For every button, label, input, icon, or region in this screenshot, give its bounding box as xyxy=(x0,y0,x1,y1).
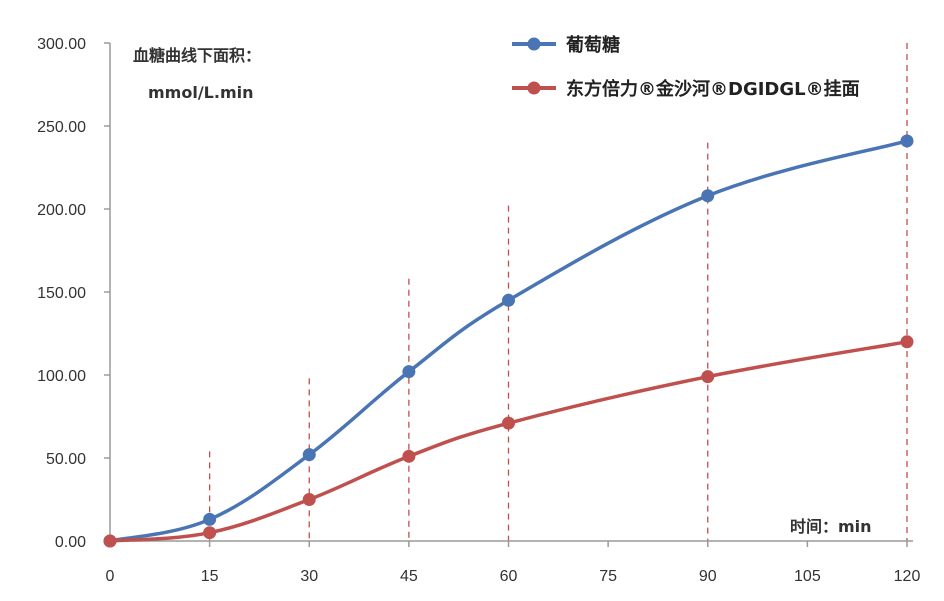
data-point-s1-x120 xyxy=(900,335,914,349)
x-tick-label: 60 xyxy=(500,568,518,585)
reference-lines xyxy=(208,43,908,541)
y-tick-label: 200.00 xyxy=(37,202,86,219)
legend-label-glucose: 葡萄糖 xyxy=(565,34,620,56)
x-tick-label: 30 xyxy=(300,568,318,585)
data-point-s0-x120 xyxy=(900,134,914,148)
y-tick-label: 150.00 xyxy=(37,285,86,302)
x-tick-labels: 0 15 30 45 60 75 90 105 120 xyxy=(106,568,921,585)
x-tick-label: 45 xyxy=(400,568,418,585)
x-tick-label: 90 xyxy=(699,568,717,585)
legend-swatch-dot-glucose xyxy=(527,37,541,51)
y-tick-label: 250.00 xyxy=(37,119,86,136)
y-tick-label: 100.00 xyxy=(37,368,86,385)
y-tick-label: 0.00 xyxy=(55,534,86,551)
legend-swatch-dot-noodles xyxy=(527,81,541,95)
y-tick-label: 300.00 xyxy=(37,36,86,53)
data-point-s1-x15 xyxy=(203,526,217,540)
y-tick-label: 50.00 xyxy=(46,451,86,468)
data-point-s1-x30 xyxy=(302,493,316,506)
data-point-s0-x60 xyxy=(502,293,515,307)
x-tick-label: 105 xyxy=(794,568,821,585)
data-point-s1-x0 xyxy=(103,534,117,548)
legend: 葡萄糖 东方倍力®金沙河®DGIDGL®挂面 xyxy=(512,34,860,100)
x-tick-label: 120 xyxy=(894,568,921,585)
x-tick-label: 0 xyxy=(106,568,115,585)
data-point-s0-x45 xyxy=(402,365,416,379)
data-point-s1-x90 xyxy=(701,370,715,384)
data-point-s0-x90 xyxy=(701,189,715,203)
data-point-s1-x45 xyxy=(402,449,416,463)
x-tick-label: 75 xyxy=(599,568,617,585)
data-point-s0-x15 xyxy=(203,512,217,526)
legend-label-noodles: 东方倍力®金沙河®DGIDGL®挂面 xyxy=(566,78,860,100)
y-tick-labels: 0.00 50.00 100.00 150.00 200.00 250.00 300.00 xyxy=(37,36,86,551)
series-line-0 xyxy=(108,139,909,543)
x-axis-label: 时间：min xyxy=(790,517,872,536)
data-point-s1-x60 xyxy=(502,416,515,430)
series-points xyxy=(103,134,914,548)
axes xyxy=(104,42,913,547)
x-tick-label: 15 xyxy=(201,568,219,585)
y-axis-label-line2: mmol/L.min xyxy=(148,83,253,102)
y-axis-label-line1: 血糖曲线下面积： xyxy=(133,46,261,65)
data-point-s0-x30 xyxy=(302,448,316,462)
